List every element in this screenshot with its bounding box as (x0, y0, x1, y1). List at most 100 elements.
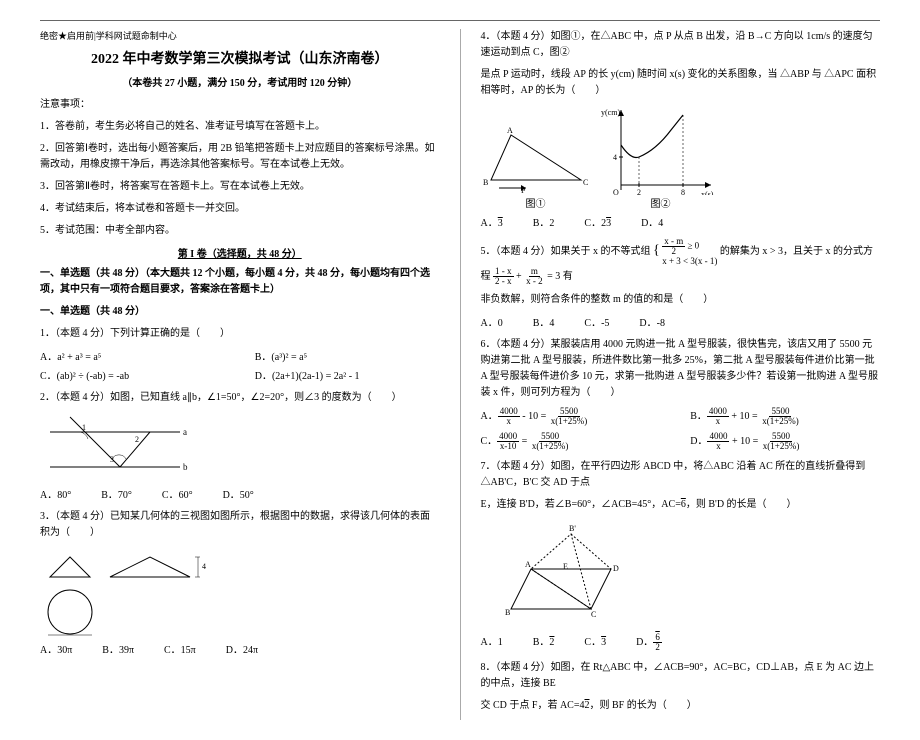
svg-text:C: C (591, 610, 596, 619)
q6-D: D．4000x + 10 = 5500x(1+25%) (690, 432, 880, 451)
q7-D: D．62 (636, 633, 662, 652)
q1-choices: A．a² + a³ = a⁵ B．(a³)² = a⁵ C．(ab)² ÷ (-… (40, 348, 440, 382)
column-divider (460, 29, 461, 720)
q2-figure: a b 1 3 2 (40, 412, 190, 482)
notice-heading: 注意事项： (40, 97, 440, 113)
q2-A: A．80° (40, 486, 71, 501)
exam-title: 2022 年中考数学第三次模拟考试（山东济南卷） (40, 48, 440, 68)
q7-stem-a: 7．（本题 4 分）如图，在平行四边形 ABCD 中，将△ABC 沿着 AC 所… (481, 459, 881, 491)
q3-D: D．24π (226, 641, 258, 656)
svg-text:2: 2 (637, 188, 641, 195)
q5-frac1: 1 - x2 - x (493, 267, 514, 286)
q7-choices: A．1 B．2 C．3 D．62 (481, 633, 881, 652)
confidential-label: 绝密★启用前|学科网试题命制中心 (40, 29, 440, 42)
notice-1: 1．答卷前，考生务必将自己的姓名、准考证号填写在答题卡上。 (40, 119, 440, 135)
q4-fig2-label: 图② (601, 195, 721, 210)
svg-text:B: B (483, 178, 488, 187)
q5-system: x - m2 ≥ 0 x + 3 < 3(x - 1) (662, 237, 717, 267)
q1-C: C．(ab)² ÷ (-ab) = -ab (40, 367, 225, 382)
svg-text:b: b (183, 462, 188, 472)
exam-page: 绝密★启用前|学科网试题命制中心 2022 年中考数学第三次模拟考试（山东济南卷… (40, 20, 880, 720)
q4-choices: A．3 B．2 C．23 D．4 (481, 214, 881, 229)
q4-D: D．4 (641, 214, 663, 229)
q4-C: C．23 (584, 214, 611, 229)
q4-ylabel: y(cm) (601, 108, 620, 117)
svg-text:B: B (505, 608, 510, 617)
q4-fig1-label: 图① (481, 195, 591, 210)
q5-B: B．4 (533, 314, 555, 329)
notice-5: 5．考试范围：中考全部内容。 (40, 223, 440, 239)
q6-C: C．4000x-10 = 5500x(1+25%) (481, 432, 671, 451)
q6-choices: A．4000x - 10 = 5500x(1+25%) B．4000x + 10… (481, 407, 881, 451)
q1-stem: 1．（本题 4 分）下列计算正确的是（ ） (40, 326, 440, 342)
q6-B: B．4000x + 10 = 5500x(1+25%) (690, 407, 880, 426)
q5-stem-d: 非负数解，则符合条件的整数 m 的值的和是（ ） (481, 292, 881, 308)
q3-B: B．39π (102, 641, 134, 656)
q7-B: B．2 (533, 633, 555, 652)
q7-A: A．1 (481, 633, 503, 652)
q5-A: A．0 (481, 314, 503, 329)
q5-frac2: mx - 2 (524, 267, 545, 286)
q1-A: A．a² + a³ = a⁵ (40, 348, 225, 363)
q8-stem-a: 8．（本题 4 分）如图，在 Rt△ABC 中，∠ACB=90°，AC=BC，C… (481, 660, 881, 692)
q5-stem: 5．（本题 4 分）如果关于 x 的不等式组 { x - m2 ≥ 0 x + … (481, 237, 881, 286)
svg-text:A: A (525, 560, 531, 569)
q1-B: B．(a³)² = a⁵ (255, 348, 440, 363)
q7-stem-b: E，连接 B'D，若∠B=60°，∠ACB=45°，AC=6，则 B'D 的长是… (481, 497, 881, 513)
q4-xlabel: x(s) (701, 190, 714, 195)
section1-head: 第 I 卷（选择题，共 48 分） (40, 245, 440, 260)
section1-desc: 一、单选题（共 48 分）（本大题共 12 个小题，每小题 4 分，共 48 分… (40, 266, 440, 298)
svg-text:B': B' (569, 524, 576, 533)
q3-figure: 4 6 (40, 547, 240, 637)
q4-stem-b: 是点 P 运动时，线段 AP 的长 y(cm) 随时间 x(s) 变化的关系图象… (481, 67, 881, 99)
q3-A: A．30π (40, 641, 72, 656)
q2-C: C．60° (162, 486, 193, 501)
q1-D: D．(2a+1)(2a-1) = 2a² - 1 (255, 367, 440, 382)
exam-subtitle: （本卷共 27 小题，满分 150 分，考试用时 120 分钟） (40, 74, 440, 89)
q2-stem: 2．（本题 4 分）如图，已知直线 a∥b，∠1=50°，∠2=20°，则∠3 … (40, 390, 440, 406)
q3-C: C．15π (164, 641, 196, 656)
notice-4: 4．考试结束后，将本试卷和答题卡一并交回。 (40, 201, 440, 217)
svg-text:D: D (613, 564, 619, 573)
q8-stem-b: 交 CD 于点 F，若 AC=42，则 BF 的长为（ ） (481, 698, 881, 714)
q4-figures: A B C P 图① y(cm) (481, 105, 881, 210)
left-column: 绝密★启用前|学科网试题命制中心 2022 年中考数学第三次模拟考试（山东济南卷… (40, 29, 440, 720)
q3-choices: A．30π B．39π C．15π D．24π (40, 641, 440, 656)
q4-fig1-wrap: A B C P 图① (481, 125, 591, 210)
q4-A: A．3 (481, 214, 503, 229)
q4-fig1: A B C P (481, 125, 591, 195)
q7-C: C．3 (584, 633, 606, 652)
section1-sub: 一、单选题（共 48 分） (40, 304, 440, 320)
right-column: 4．（本题 4 分）如图①，在△ABC 中，点 P 从点 B 出发，沿 B→C … (481, 29, 881, 720)
two-column-layout: 绝密★启用前|学科网试题命制中心 2022 年中考数学第三次模拟考试（山东济南卷… (40, 29, 880, 720)
brace-icon: { (653, 243, 660, 258)
q3-stem: 3．（本题 4 分）已知某几何体的三视图如图所示，根据图中的数据，求得该几何体的… (40, 509, 440, 541)
q5-stem-a: 5．（本题 4 分）如果关于 x 的不等式组 (481, 246, 651, 257)
top-rule (40, 20, 880, 21)
svg-text:4: 4 (202, 562, 206, 571)
notice-2: 2．回答第Ⅰ卷时，选出每小题答案后，用 2B 铅笔把答题卡上对应题目的答案标号涂… (40, 141, 440, 173)
svg-text:A: A (507, 126, 513, 135)
q4-stem-a: 4．（本题 4 分）如图①，在△ABC 中，点 P 从点 B 出发，沿 B→C … (481, 29, 881, 61)
q5-stem-c: = 3 有 (547, 271, 573, 282)
q6-A: A．4000x - 10 = 5500x(1+25%) (481, 407, 671, 426)
svg-text:2: 2 (135, 435, 139, 444)
notice-3: 3．回答第Ⅱ卷时，将答案写在答题卡上。写在本试卷上无效。 (40, 179, 440, 195)
q4-fig2: y(cm) x(s) O 4 2 8 (601, 105, 721, 195)
q2-B: B．70° (101, 486, 132, 501)
q5-D: D．-8 (639, 314, 665, 329)
q7-figure: A D B C B' E (481, 519, 631, 629)
q5-C: C．-5 (584, 314, 609, 329)
q4-B: B．2 (533, 214, 555, 229)
q5-choices: A．0 B．4 C．-5 D．-8 (481, 314, 881, 329)
q2-choices: A．80° B．70° C．60° D．50° (40, 486, 440, 501)
q4-fig2-wrap: y(cm) x(s) O 4 2 8 图② (601, 105, 721, 210)
svg-text:C: C (583, 178, 588, 187)
svg-text:E: E (563, 562, 568, 571)
q2-D: D．50° (223, 486, 254, 501)
svg-text:1: 1 (82, 423, 86, 432)
svg-text:O: O (613, 188, 619, 195)
svg-text:3: 3 (110, 455, 114, 464)
svg-text:a: a (183, 427, 187, 437)
svg-text:8: 8 (681, 188, 685, 195)
